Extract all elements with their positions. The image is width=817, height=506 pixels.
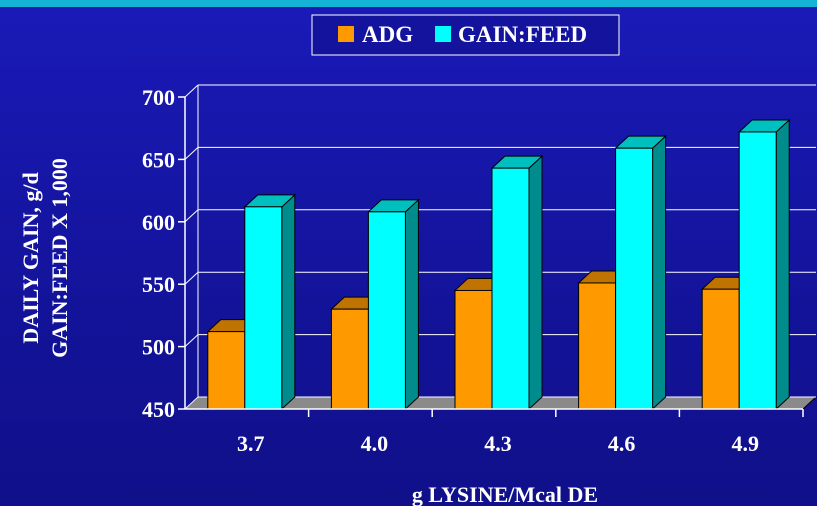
bar-front <box>244 206 283 410</box>
gridline-depth <box>184 209 199 223</box>
x-tick-label: 4.6 <box>608 431 636 456</box>
bar-side <box>281 193 296 411</box>
bar-front <box>330 308 369 410</box>
x-axis-ticks: 3.7 4.0 4.3 4.6 4.9 <box>185 408 804 456</box>
bar-gain-feed-4-0 <box>367 198 420 411</box>
bar-front <box>367 211 406 410</box>
legend-label-gain-feed: GAIN:FEED <box>458 22 587 47</box>
bar-gain-feed-4-6 <box>614 135 667 411</box>
bar-front <box>207 331 246 410</box>
top-accent-strip <box>0 0 817 7</box>
bar-front <box>738 131 777 410</box>
y-tick-label: 450 <box>142 397 175 422</box>
bar-side <box>528 154 543 411</box>
bar-front <box>615 147 654 410</box>
legend-swatch-adg <box>338 26 354 42</box>
gridline-depth <box>184 84 199 98</box>
y-tick-label: 500 <box>142 335 175 360</box>
legend-swatch-gain-feed <box>435 26 451 42</box>
gridline-depth <box>184 396 199 410</box>
y-tick-label: 550 <box>142 272 175 297</box>
bar-gain-feed-4-3 <box>490 154 544 411</box>
y-tick-label: 650 <box>142 147 175 172</box>
legend-label-adg: ADG <box>362 22 413 47</box>
x-tick-label: 4.9 <box>731 431 759 456</box>
x-tick-label: 3.7 <box>237 431 265 456</box>
bar-front <box>454 289 493 410</box>
gridline-depth <box>184 334 199 347</box>
legend-box <box>311 14 620 56</box>
gridline-depth <box>184 271 199 285</box>
bar-side <box>404 198 419 411</box>
bar-front <box>701 288 740 410</box>
bar-front <box>578 282 617 410</box>
x-tick-label: 4.3 <box>484 431 512 456</box>
bar-side <box>652 135 667 411</box>
y-axis: 450 500 550 600 650 700 <box>142 85 199 422</box>
x-tick-label: 4.0 <box>361 431 389 456</box>
bar-gain-feed-3-7 <box>243 193 297 411</box>
chart-legend: ADG GAIN:FEED <box>311 14 620 56</box>
y-tick-label: 600 <box>142 210 175 235</box>
bar-gain-feed-4-9 <box>737 118 791 411</box>
y-tick-label: 700 <box>142 85 175 110</box>
x-axis-title: g LYSINE/Mcal DE <box>412 482 598 506</box>
bar-side <box>775 118 790 411</box>
gridline-depth <box>184 147 199 160</box>
y-axis-title-line-2: GAIN:FEED X 1,000 <box>47 158 72 358</box>
bar-front <box>491 167 530 410</box>
chart-bars <box>206 118 791 411</box>
y-axis-title-line-1: DAILY GAIN, g/d <box>18 172 43 343</box>
